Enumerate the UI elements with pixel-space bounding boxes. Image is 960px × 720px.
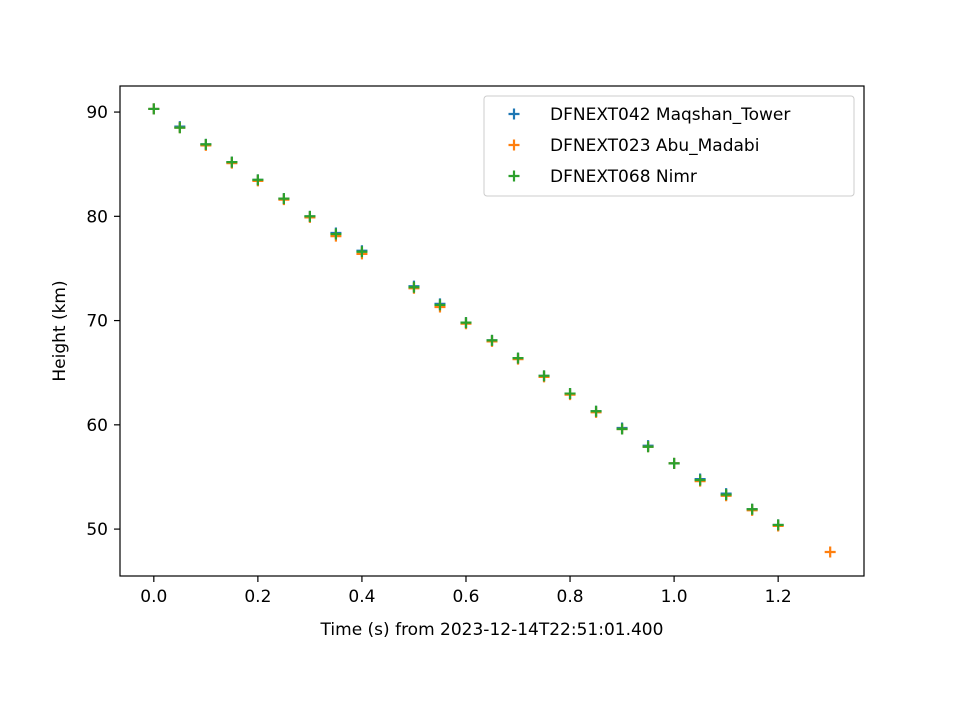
- data-point: [590, 405, 602, 417]
- data-point: [694, 474, 706, 486]
- y-axis-label: Height (km): [50, 280, 70, 381]
- legend-entry: DFNEXT042 Maqshan_Tower: [550, 105, 790, 125]
- series-3: [148, 103, 784, 531]
- data-point: [434, 299, 446, 311]
- data-point: [538, 370, 550, 382]
- legend: DFNEXT042 Maqshan_Tower DFNEXT023 Abu_Mad…: [483, 95, 855, 197]
- y-tick-label: 90: [86, 103, 108, 123]
- data-point: [304, 210, 316, 222]
- legend-entry: DFNEXT068 Nimr: [550, 167, 697, 187]
- axes-frame: [119, 85, 865, 577]
- y-tick-label: 60: [86, 416, 108, 436]
- y-tick-label: 70: [86, 312, 108, 332]
- x-tick-label: 0.8: [557, 587, 584, 607]
- legend-marker: [508, 139, 520, 151]
- x-tick-label: 0.2: [244, 587, 271, 607]
- data-point: [824, 546, 836, 558]
- y-axis-ticks: 50 60 70 80 90: [86, 103, 120, 540]
- data-point: [460, 317, 472, 329]
- data-point: [148, 103, 160, 115]
- data-point: [772, 519, 784, 531]
- data-point: [512, 352, 524, 364]
- data-point: [642, 441, 654, 453]
- data-point: [200, 138, 212, 150]
- data-point: [616, 423, 628, 435]
- data-point: [668, 457, 680, 469]
- x-axis-label: Time (s) from 2023-12-14T22:51:01.400: [320, 620, 664, 640]
- data-point: [356, 246, 368, 258]
- x-tick-label: 0.0: [140, 587, 167, 607]
- x-tick-label: 1.0: [661, 587, 688, 607]
- data-point: [278, 193, 290, 205]
- legend-entry: DFNEXT023 Abu_Madabi: [550, 136, 759, 156]
- legend-box: [483, 95, 855, 197]
- data-point: [720, 489, 732, 501]
- legend-marker: [508, 108, 520, 120]
- data-point: [330, 228, 342, 240]
- x-axis-ticks: 0.0 0.2 0.4 0.6 0.8 1.0 1.2: [140, 576, 792, 607]
- legend-marker: [508, 170, 520, 182]
- data-point: [174, 122, 186, 134]
- y-tick-label: 50: [86, 520, 108, 540]
- data-point: [408, 281, 420, 293]
- data-point: [252, 174, 264, 186]
- y-tick-label: 80: [86, 207, 108, 227]
- x-tick-label: 0.6: [452, 587, 479, 607]
- data-point: [564, 388, 576, 400]
- data-point: [746, 503, 758, 515]
- data-points: [148, 103, 836, 558]
- data-point: [226, 156, 238, 168]
- x-tick-label: 0.4: [348, 587, 375, 607]
- x-tick-label: 1.2: [765, 587, 792, 607]
- data-point: [486, 334, 498, 346]
